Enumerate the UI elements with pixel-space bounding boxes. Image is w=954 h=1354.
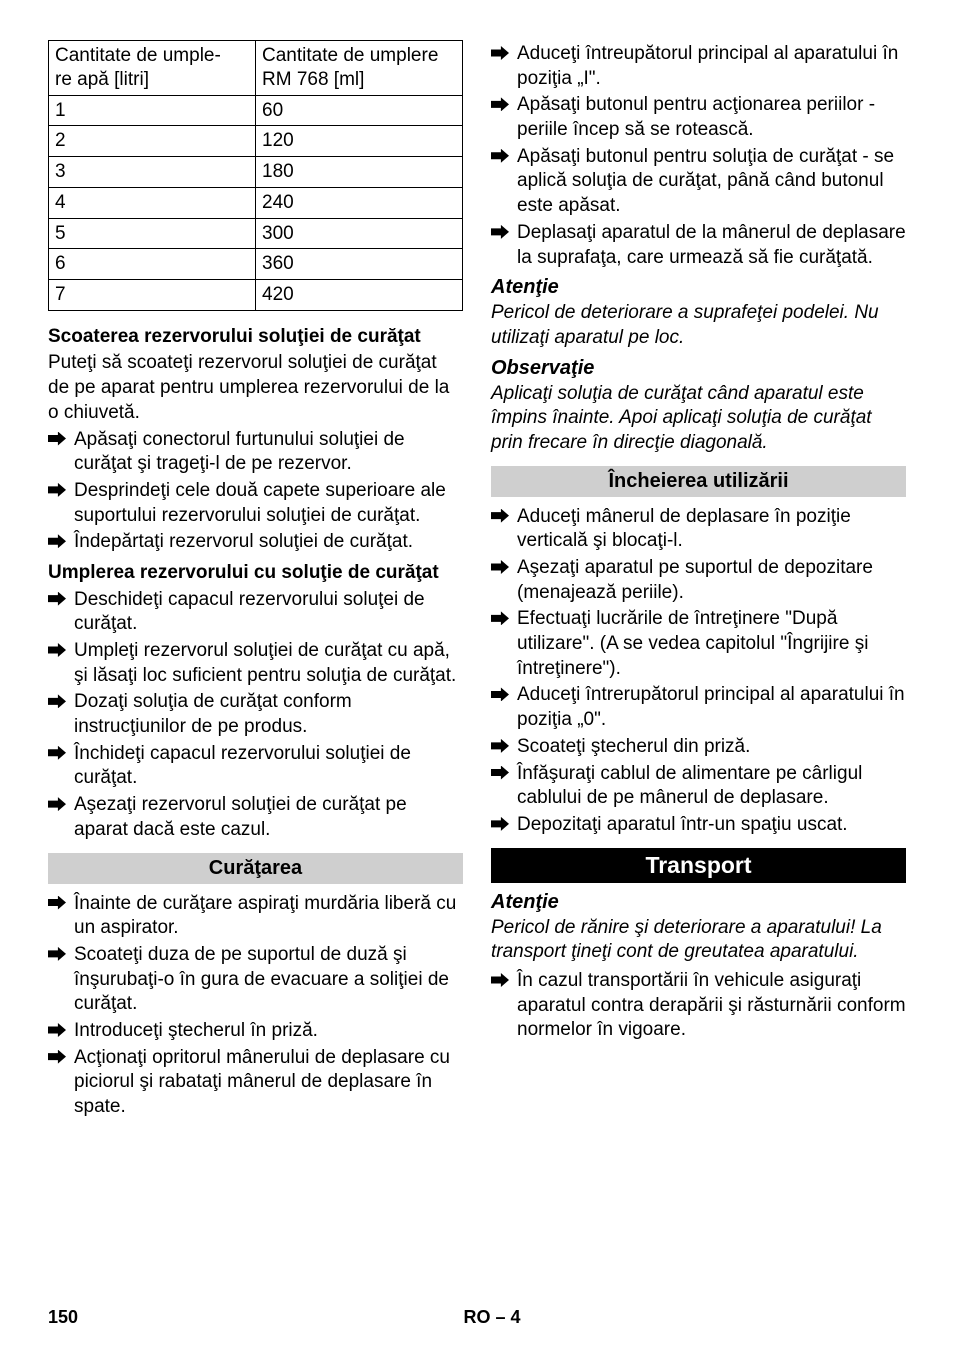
warning-heading: Atenţie	[491, 276, 906, 299]
warning-heading: Atenţie	[491, 891, 906, 914]
table-header-cell: Cantitate de umple- re apă [litri]	[49, 41, 256, 96]
table-cell: 120	[256, 126, 463, 157]
table-cell: 240	[256, 187, 463, 218]
footer-code: RO – 4	[48, 1307, 906, 1328]
step-list: Aduceţi întreupătorul principal al apara…	[491, 42, 906, 270]
list-item: Aşezaţi rezervorul soluţiei de curăţat p…	[48, 793, 463, 842]
step-list: Aduceţi mânerul de deplasare în poziţie …	[491, 505, 906, 838]
list-item: Apăsaţi butonul pentru soluţia de curăţa…	[491, 145, 906, 219]
warning-text: Pericol de rănire şi deteriorare a apara…	[491, 916, 906, 965]
list-item: Deplasaţi aparatul de la mânerul de depl…	[491, 221, 906, 270]
right-column: Aduceţi întreupătorul principal al apara…	[491, 40, 906, 1126]
list-item: Aduceţi întrerupătorul principal al apar…	[491, 683, 906, 732]
table-cell: 1	[49, 95, 256, 126]
warning-text: Pericol de deteriorare a suprafeţei pode…	[491, 301, 906, 350]
table-cell: 5	[49, 218, 256, 249]
list-item: Apăsaţi butonul pentru acţionarea periil…	[491, 93, 906, 142]
list-item: Scoateţi ştecherul din priză.	[491, 735, 906, 760]
list-item: Închideţi capacul rezervorului soluţiei …	[48, 742, 463, 791]
step-list: Înainte de curăţare aspiraţi murdăria li…	[48, 892, 463, 1120]
table-cell: 4	[49, 187, 256, 218]
list-item: Deschideţi capacul rezervorului soluţei …	[48, 588, 463, 637]
table-cell: 6	[49, 249, 256, 280]
left-column: Cantitate de umple- re apă [litri] Canti…	[48, 40, 463, 1126]
list-item: Desprindeţi cele două capete superioare …	[48, 479, 463, 528]
list-item: Înfăşuraţi cablul de alimentare pe cârli…	[491, 762, 906, 811]
table-cell: 7	[49, 280, 256, 311]
subheading-fill-tank: Umplerea rezervorului cu soluţie de cură…	[48, 561, 463, 586]
list-item: Îndepărtaţi rezervorul soluţiei de curăţ…	[48, 530, 463, 555]
list-item: Umpleţi rezervorul soluţiei de curăţat c…	[48, 639, 463, 688]
section-bar-transport: Transport	[491, 848, 906, 883]
paragraph: Puteţi să scoateţi rezervorul soluţiei d…	[48, 351, 463, 425]
table-header-cell: Cantitate de umplere RM 768 [ml]	[256, 41, 463, 96]
list-item: Apăsaţi conectorul furtunului soluţiei d…	[48, 428, 463, 477]
list-item: Înainte de curăţare aspiraţi murdăria li…	[48, 892, 463, 941]
step-list: În cazul transportării în vehicule asigu…	[491, 969, 906, 1043]
table-cell: 300	[256, 218, 463, 249]
note-heading: Observaţie	[491, 357, 906, 380]
note-text: Aplicaţi soluţia de curăţat când aparatu…	[491, 382, 906, 456]
list-item: Dozaţi soluţia de curăţat conform instru…	[48, 690, 463, 739]
list-item: Introduceţi ştecherul în priză.	[48, 1019, 463, 1044]
section-bar-finish: Încheierea utilizării	[491, 466, 906, 497]
list-item: Acţionaţi opritorul mânerului de deplasa…	[48, 1046, 463, 1120]
table-cell: 360	[256, 249, 463, 280]
list-item: Aduceţi mânerul de deplasare în poziţie …	[491, 505, 906, 554]
list-item: Aduceţi întreupătorul principal al apara…	[491, 42, 906, 91]
table-cell: 2	[49, 126, 256, 157]
list-item: Depozitaţi aparatul într-un spaţiu uscat…	[491, 813, 906, 838]
list-item: Aşezaţi aparatul pe suportul de depozita…	[491, 556, 906, 605]
list-item: Efectuaţi lucrările de întreţinere "După…	[491, 607, 906, 681]
table-cell: 60	[256, 95, 463, 126]
list-item: Scoateţi duza de pe suportul de duză şi …	[48, 943, 463, 1017]
step-list: Apăsaţi conectorul furtunului soluţiei d…	[48, 428, 463, 555]
subheading-remove-tank: Scoaterea rezervorului soluţiei de curăţ…	[48, 325, 463, 350]
page-footer: 150 RO – 4	[48, 1307, 906, 1328]
table-cell: 420	[256, 280, 463, 311]
section-bar-cleaning: Curăţarea	[48, 853, 463, 884]
page-number: 150	[48, 1307, 78, 1328]
fill-quantity-table: Cantitate de umple- re apă [litri] Canti…	[48, 40, 463, 311]
step-list: Deschideţi capacul rezervorului soluţei …	[48, 588, 463, 843]
list-item: În cazul transportării în vehicule asigu…	[491, 969, 906, 1043]
table-cell: 180	[256, 157, 463, 188]
table-cell: 3	[49, 157, 256, 188]
